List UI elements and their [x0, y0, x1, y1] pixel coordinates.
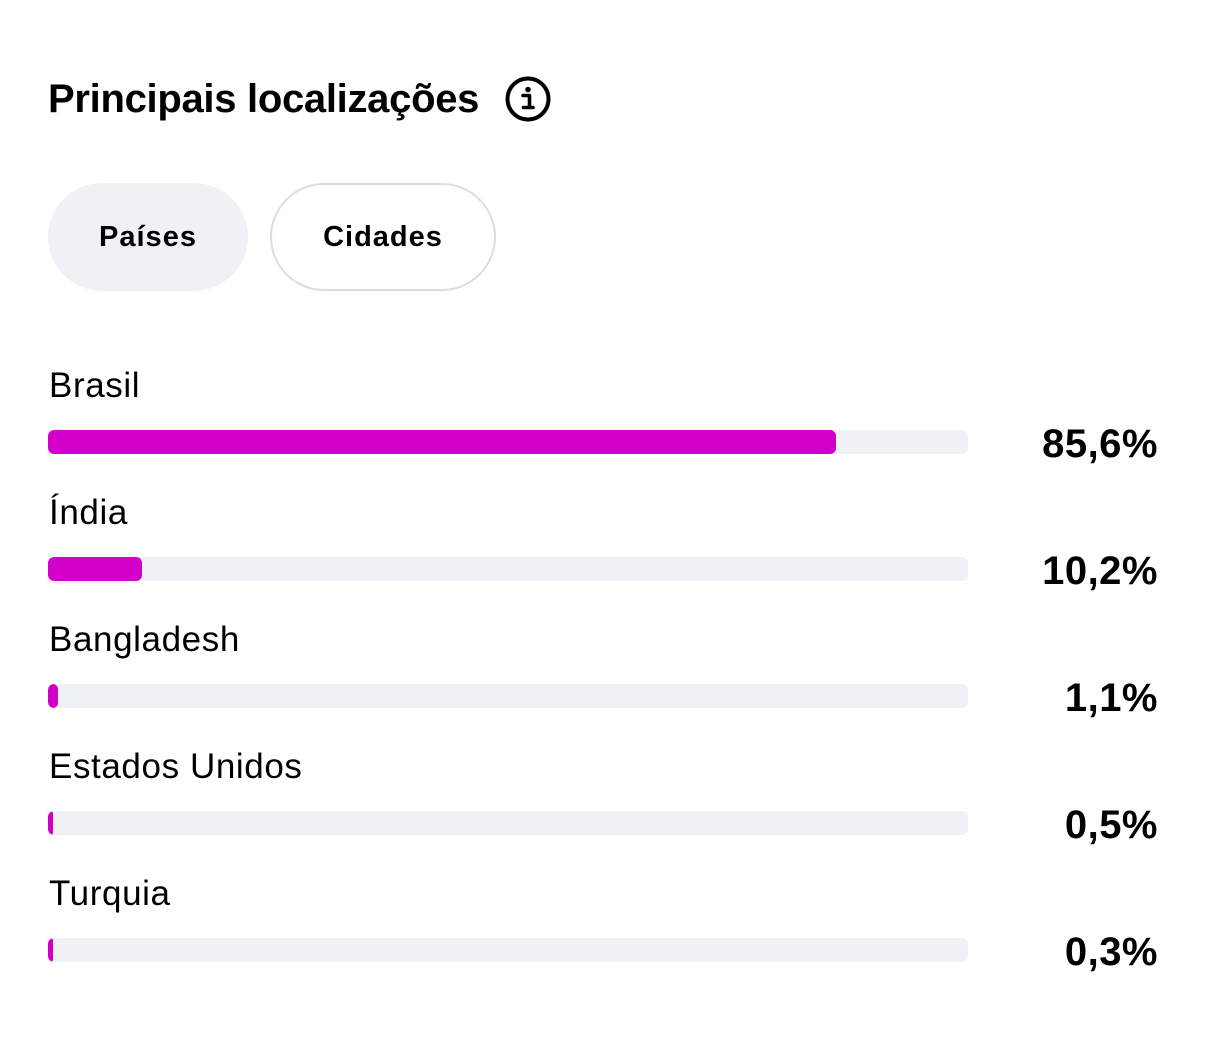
progress-fill [48, 430, 836, 454]
location-name: Índia [49, 493, 128, 532]
location-row: Estados Unidos 0,5% [48, 739, 1158, 866]
location-percentage: 1,1% [1064, 676, 1158, 720]
section-header: Principais localizações [48, 70, 551, 128]
location-row: Índia 10,2% [48, 485, 1158, 612]
location-percentage: 0,5% [1064, 803, 1158, 847]
tab-cidades[interactable]: Cidades [270, 183, 496, 291]
location-percentage: 85,6% [1042, 422, 1158, 466]
location-name: Bangladesh [49, 620, 240, 659]
progress-fill [48, 684, 59, 708]
location-name: Estados Unidos [49, 747, 303, 786]
info-icon-graphic [505, 76, 551, 122]
section-title: Principais localizações [48, 77, 480, 121]
location-name: Turquia [49, 874, 171, 913]
location-row: Turquia 0,3% [48, 866, 1158, 993]
progress-track [48, 684, 968, 708]
progress-fill [48, 557, 142, 581]
progress-track [48, 557, 968, 581]
progress-fill [48, 938, 53, 962]
info-icon[interactable] [505, 76, 551, 122]
progress-fill [48, 811, 53, 835]
locations-list: Brasil 85,6% Índia 10,2% Bangladesh 1,1%… [48, 358, 1158, 993]
progress-track [48, 938, 968, 962]
location-percentage: 10,2% [1042, 549, 1158, 593]
location-type-tabs: Países Cidades [48, 183, 496, 291]
progress-track [48, 430, 968, 454]
location-percentage: 0,3% [1064, 930, 1158, 974]
progress-track [48, 811, 968, 835]
location-name: Brasil [49, 366, 141, 405]
tab-paises[interactable]: Países [48, 183, 248, 291]
location-row: Bangladesh 1,1% [48, 612, 1158, 739]
location-row: Brasil 85,6% [48, 358, 1158, 485]
